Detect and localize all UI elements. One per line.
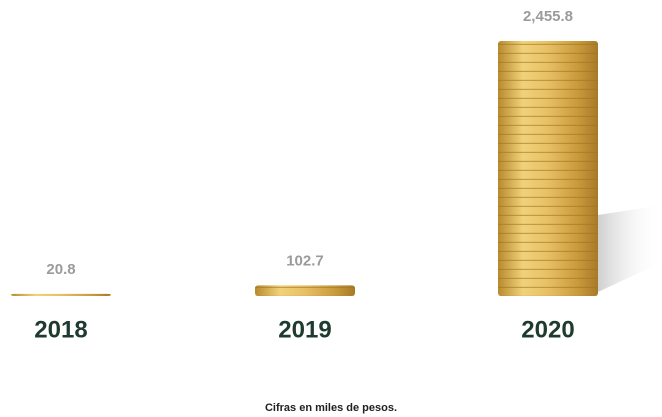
coin-ridges <box>255 285 355 296</box>
coin-ridges <box>498 41 598 296</box>
value-label: 2,455.8 <box>523 8 573 25</box>
value-label: 102.7 <box>286 252 324 269</box>
coin-stack <box>11 293 111 296</box>
x-tick-label: 2019 <box>278 316 331 343</box>
stack-shadow <box>598 205 662 292</box>
note: Cifras en miles de pesos. <box>265 402 397 414</box>
value-label: 20.8 <box>46 261 75 278</box>
x-tick-label: 2018 <box>34 316 87 343</box>
x-tick-label: 2020 <box>521 316 574 343</box>
